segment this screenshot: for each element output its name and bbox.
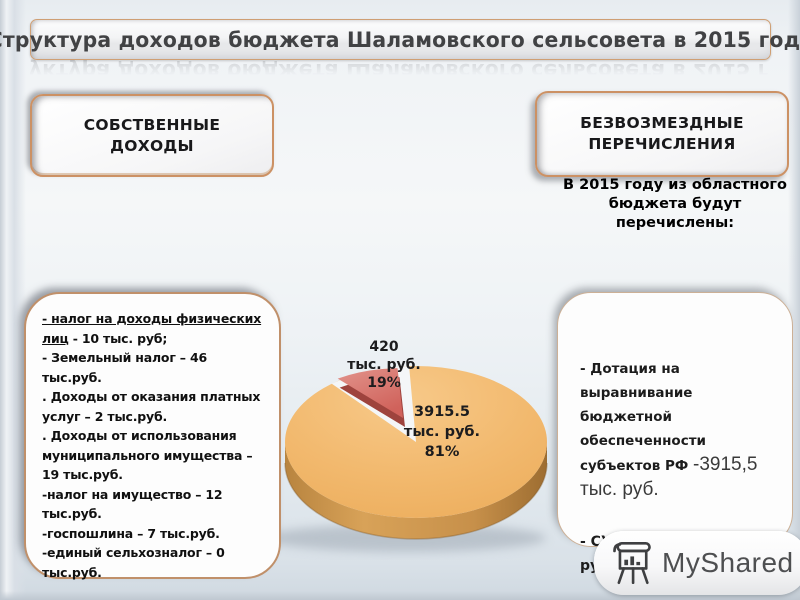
slide-title-reflection: Структура доходов бюджета Шаламовского с… [30, 59, 769, 83]
slide-left-edge-shading [0, 0, 26, 600]
slide-title: Структура доходов бюджета Шаламовского с… [0, 27, 800, 52]
slide-bottom-edge-shading [0, 591, 800, 600]
slide-title-bar: Структура доходов бюджета Шаламовского с… [0, 19, 800, 60]
own-income-item: -госпошлина – 7 тыс.руб. [42, 525, 220, 541]
myshared-label: MyShared [662, 547, 794, 578]
transfers-header-box: БЕЗВОЗМЕЗДНЫЕ ПЕРЕЧИСЛЕНИЯ [535, 91, 789, 177]
pie-minor-slice-label: 420 тыс. руб. 19% [347, 339, 421, 391]
pie-major-slice-side [285, 442, 547, 539]
dotation-line: - Дотация на выравнивание бюджетной обес… [580, 361, 758, 500]
own-income-item: . Доходы от оказания платных услуг – 2 т… [42, 389, 261, 424]
own-income-item: -единый сельхозналог – 0 тыс.руб. [42, 545, 225, 580]
own-income-item: . Доходы от использования муниципального… [42, 428, 253, 482]
own-income-header-label: СОБСТВЕННЫЕ ДОХОДЫ [83, 115, 221, 155]
transfer-note: В 2015 году из областного бюджета будут … [563, 177, 787, 231]
own-income-item: -налог на имущество – 12 тыс.руб. [42, 486, 223, 522]
own-income-item: - налог на доходы физических лиц - 10 ты… [42, 311, 262, 346]
own-income-list: - налог на доходы физических лиц - 10 ты… [26, 294, 279, 582]
own-income-item: - Земельный налог – 46 тыс.руб. [42, 350, 207, 385]
transfers-panel: - Дотация на выравнивание бюджетной обес… [557, 292, 793, 574]
pie-minor-slice-top [337, 368, 403, 418]
own-income-panel: - налог на доходы физических лиц - 10 ты… [24, 292, 281, 582]
pie-major-slice-label: 3915.5 тыс. руб. 81% [403, 404, 481, 460]
transfers-header-label: БЕЗВОЗМЕЗДНЫЕ ПЕРЕЧИСЛЕНИЯ [580, 114, 744, 153]
presentation-board-icon [613, 541, 651, 585]
pie-chart [270, 366, 548, 552]
pie-bottom-rim [284, 462, 548, 540]
myshared-logo[interactable]: MyShared [594, 531, 800, 595]
own-income-header-box: СОБСТВЕННЫЕ ДОХОДЫ [30, 94, 274, 177]
